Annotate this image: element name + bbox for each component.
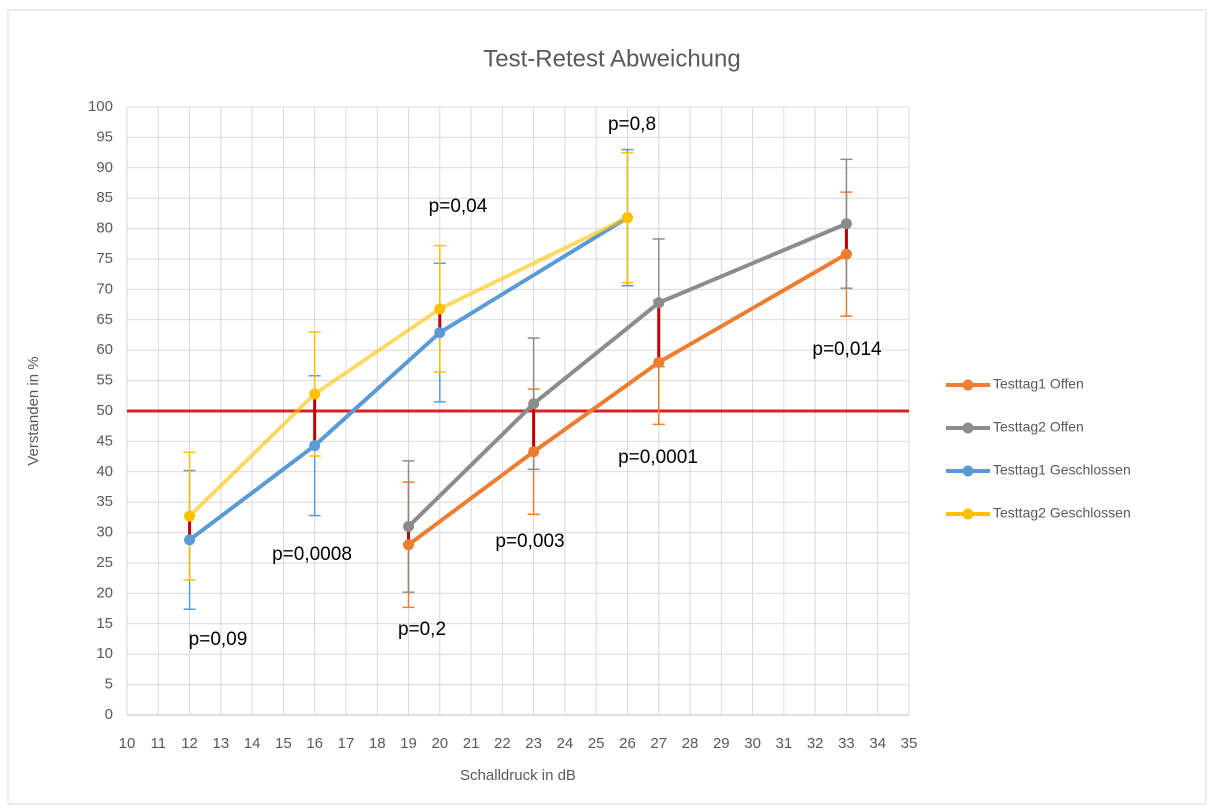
x-axis-label: Schalldruck in dB bbox=[460, 767, 576, 784]
x-tick-label: 24 bbox=[557, 735, 574, 752]
annotation: p=0,0008 bbox=[272, 544, 352, 565]
y-tick-label: 20 bbox=[96, 584, 113, 601]
annotation: p=0,003 bbox=[495, 531, 564, 552]
y-tick-label: 15 bbox=[96, 615, 113, 632]
chart-border bbox=[7, 9, 1207, 805]
y-tick-label: 0 bbox=[105, 706, 113, 723]
x-tick-label: 13 bbox=[212, 735, 229, 752]
y-tick-label: 70 bbox=[96, 280, 113, 297]
x-tick-label: 11 bbox=[150, 735, 166, 752]
series-line bbox=[407, 252, 848, 547]
point bbox=[434, 303, 446, 315]
y-tick-label: 100 bbox=[88, 98, 113, 115]
y-tick-label: 35 bbox=[96, 493, 113, 510]
x-tick-label: 20 bbox=[431, 735, 448, 752]
point bbox=[403, 539, 415, 551]
x-tick-label: 35 bbox=[901, 735, 918, 752]
x-tick-label: 19 bbox=[400, 735, 417, 752]
point bbox=[528, 446, 540, 458]
legend-label: Testtag1 Offen bbox=[993, 376, 1084, 392]
x-tick-label: 12 bbox=[181, 735, 198, 752]
point bbox=[653, 356, 665, 368]
point bbox=[309, 440, 321, 452]
y-tick-label: 85 bbox=[96, 189, 113, 206]
annotation: p=0,2 bbox=[398, 619, 446, 640]
y-tick-label: 60 bbox=[96, 341, 113, 358]
x-tick-label: 28 bbox=[682, 735, 699, 752]
point bbox=[840, 248, 852, 260]
annotation: p=0,014 bbox=[812, 339, 882, 360]
y-tick-label: 50 bbox=[96, 402, 113, 419]
point bbox=[434, 327, 446, 339]
y-tick-label: 75 bbox=[96, 250, 113, 267]
x-tick-label: 25 bbox=[588, 735, 605, 752]
legend-label: Testtag2 Offen bbox=[993, 419, 1084, 435]
x-tick-label: 26 bbox=[619, 735, 636, 752]
x-tick-label: 21 bbox=[463, 735, 480, 752]
x-tick-label: 14 bbox=[244, 735, 261, 752]
y-axis-label: Verstanden in % bbox=[25, 356, 42, 465]
series-line bbox=[407, 221, 848, 528]
annotation: p=0,09 bbox=[189, 629, 248, 650]
x-tick-label: 18 bbox=[369, 735, 386, 752]
point bbox=[653, 297, 665, 309]
annotation: p=0,8 bbox=[608, 114, 656, 135]
y-tick-label: 45 bbox=[96, 432, 113, 449]
legend-marker bbox=[962, 508, 974, 520]
y-tick-label: 55 bbox=[96, 372, 113, 389]
point bbox=[184, 510, 196, 522]
x-tick-label: 33 bbox=[838, 735, 855, 752]
series-line bbox=[188, 215, 629, 542]
legend-label: Testtag1 Geschlossen bbox=[993, 462, 1131, 478]
point bbox=[403, 521, 415, 533]
series-line bbox=[188, 215, 629, 518]
y-tick-label: 65 bbox=[96, 311, 113, 328]
y-tick-label: 95 bbox=[96, 128, 113, 145]
y-tick-label: 80 bbox=[96, 220, 113, 237]
x-tick-label: 22 bbox=[494, 735, 511, 752]
x-tick-label: 30 bbox=[744, 735, 761, 752]
y-tick-label: 10 bbox=[96, 645, 113, 662]
annotation: p=0,0001 bbox=[618, 447, 698, 468]
point bbox=[309, 388, 321, 400]
x-tick-label: 27 bbox=[650, 735, 667, 752]
legend-label: Testtag2 Geschlossen bbox=[993, 505, 1131, 521]
chart-title: Test-Retest Abweichung bbox=[483, 45, 740, 72]
y-tick-label: 30 bbox=[96, 524, 113, 541]
legend-marker bbox=[962, 465, 974, 477]
legend-marker bbox=[962, 379, 974, 391]
y-tick-label: 25 bbox=[96, 554, 113, 571]
x-tick-label: 15 bbox=[275, 735, 292, 752]
point bbox=[184, 534, 196, 546]
y-tick-label: 40 bbox=[96, 463, 113, 480]
x-tick-label: 10 bbox=[119, 735, 136, 752]
x-tick-label: 32 bbox=[807, 735, 824, 752]
point bbox=[840, 218, 852, 230]
point bbox=[621, 212, 633, 224]
point bbox=[528, 398, 540, 410]
x-tick-label: 23 bbox=[525, 735, 542, 752]
x-tick-label: 17 bbox=[338, 735, 355, 752]
y-tick-label: 5 bbox=[105, 676, 113, 693]
legend-marker bbox=[962, 422, 974, 434]
y-tick-label: 90 bbox=[96, 159, 113, 176]
x-tick-label: 34 bbox=[869, 735, 886, 752]
x-tick-label: 16 bbox=[306, 735, 323, 752]
x-tick-label: 29 bbox=[713, 735, 730, 752]
annotation: p=0,04 bbox=[429, 196, 488, 217]
x-tick-label: 31 bbox=[776, 735, 793, 752]
